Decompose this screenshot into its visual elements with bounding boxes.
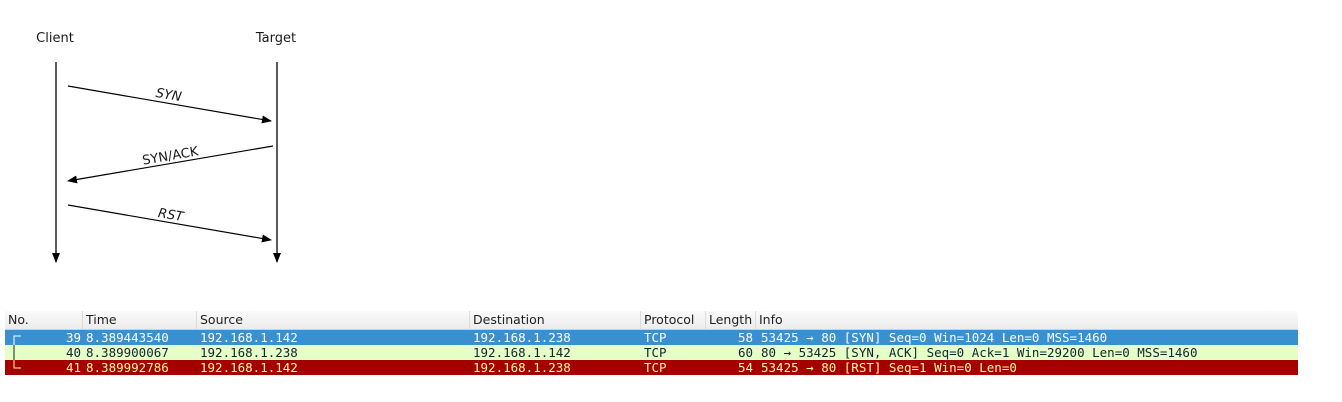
packet-info: 80 → 53425 [SYN, ACK] Seq=0 Ack=1 Win=29…: [761, 345, 1198, 360]
packet-list-header: No. Time Source Destination Protocol Len…: [5, 311, 1298, 330]
column-header-info[interactable]: Info: [759, 312, 783, 327]
column-header-source[interactable]: Source: [197, 311, 470, 329]
packet-number: 41: [65, 360, 81, 375]
conversation-middle-icon: [13, 345, 15, 360]
rst-label: RST: [157, 206, 185, 225]
column-header-length[interactable]: Length: [706, 311, 756, 329]
conversation-start-icon: [13, 335, 21, 345]
packet-protocol: TCP: [644, 345, 667, 360]
tcp-handshake-diagram: Client Target SYN SYN/ACK RST: [36, 31, 296, 263]
packet-number: 40: [65, 345, 81, 360]
packet-source: 192.168.1.238: [200, 345, 298, 360]
packet-destination: 192.168.1.142: [473, 345, 571, 360]
packet-row[interactable]: 39 8.389443540 192.168.1.142 192.168.1.2…: [5, 330, 1298, 345]
column-header-time[interactable]: Time: [83, 311, 197, 329]
syn-label: SYN: [155, 86, 183, 105]
packet-list: No. Time Source Destination Protocol Len…: [5, 311, 1298, 375]
rst-arrow: [67, 204, 272, 243]
packet-rows: 39 8.389443540 192.168.1.142 192.168.1.2…: [5, 330, 1298, 375]
syn-ack-label: SYN/ACK: [141, 144, 200, 168]
packet-protocol: TCP: [644, 330, 667, 345]
packet-time: 8.389443540: [86, 330, 169, 345]
packet-length: 58: [737, 330, 753, 345]
packet-source: 192.168.1.142: [200, 330, 298, 345]
conversation-end-icon: [13, 360, 21, 369]
column-header-protocol[interactable]: Protocol: [641, 311, 706, 329]
syn-ack-arrow: [67, 145, 274, 184]
target-label: Target: [255, 31, 296, 46]
packet-time: 8.389992786: [86, 360, 169, 375]
packet-length: 54: [737, 360, 753, 375]
packet-info: 53425 → 80 [RST] Seq=1 Win=0 Len=0: [761, 360, 1017, 375]
packet-row[interactable]: 41 8.389992786 192.168.1.142 192.168.1.2…: [5, 360, 1298, 375]
packet-info: 53425 → 80 [SYN] Seq=0 Win=1024 Len=0 MS…: [761, 330, 1108, 345]
packet-protocol: TCP: [644, 360, 667, 375]
packet-row[interactable]: 40 8.389900067 192.168.1.238 192.168.1.1…: [5, 345, 1298, 360]
packet-number: 39: [65, 330, 81, 345]
packet-source: 192.168.1.142: [200, 360, 298, 375]
column-header-no[interactable]: No.: [5, 311, 83, 329]
packet-length: 60: [737, 345, 753, 360]
packet-destination: 192.168.1.238: [473, 360, 571, 375]
syn-arrow: [67, 85, 272, 124]
client-label: Client: [36, 31, 74, 46]
column-header-destination[interactable]: Destination: [470, 311, 641, 329]
packet-destination: 192.168.1.238: [473, 330, 571, 345]
packet-time: 8.389900067: [86, 345, 169, 360]
